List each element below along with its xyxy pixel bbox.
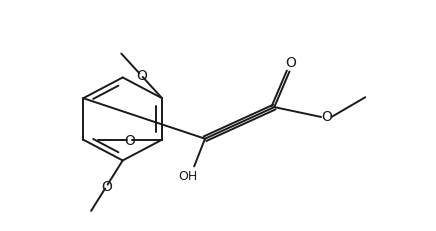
Text: O: O xyxy=(321,109,332,123)
Text: O: O xyxy=(285,55,296,69)
Text: O: O xyxy=(136,69,147,83)
Text: O: O xyxy=(124,133,135,147)
Text: OH: OH xyxy=(178,169,198,182)
Text: O: O xyxy=(101,179,112,193)
